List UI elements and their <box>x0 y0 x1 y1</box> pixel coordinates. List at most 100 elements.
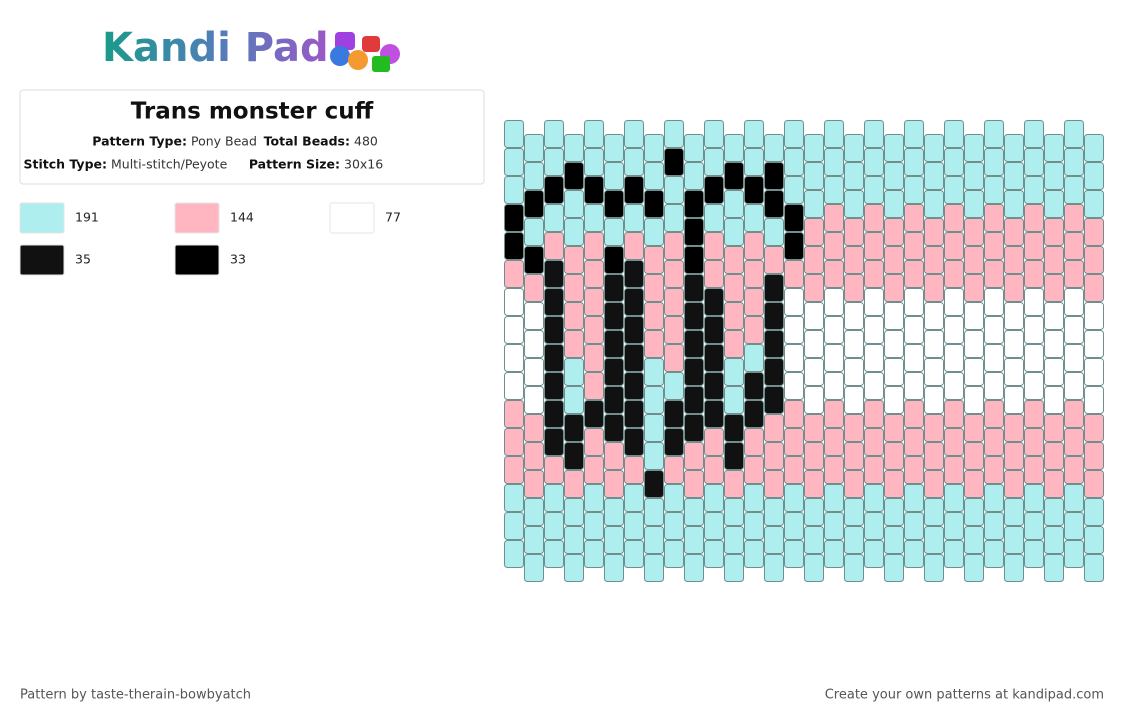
bead <box>844 134 864 162</box>
bead <box>944 484 964 512</box>
bead <box>884 218 904 246</box>
bead <box>1064 316 1084 344</box>
bead <box>844 218 864 246</box>
bead <box>584 288 604 316</box>
bead <box>844 442 864 470</box>
bead <box>704 148 724 176</box>
bead <box>764 134 784 162</box>
bead <box>864 456 884 484</box>
bead <box>644 246 664 274</box>
bead <box>804 218 824 246</box>
bead <box>924 526 944 554</box>
bead <box>884 470 904 498</box>
bead <box>844 526 864 554</box>
color-count: 191 <box>75 210 99 225</box>
bead <box>584 232 604 260</box>
bead <box>624 120 644 148</box>
bead <box>924 190 944 218</box>
color-swatch <box>19 202 65 234</box>
bead <box>904 512 924 540</box>
bead <box>704 428 724 456</box>
bead <box>604 554 624 582</box>
bead <box>824 344 844 372</box>
bead <box>884 330 904 358</box>
bead <box>524 246 544 274</box>
bead <box>984 148 1004 176</box>
bead <box>864 484 884 512</box>
bead <box>864 512 884 540</box>
bead <box>764 498 784 526</box>
bead <box>1004 330 1024 358</box>
bead <box>904 540 924 568</box>
bead <box>1064 232 1084 260</box>
bead <box>544 232 564 260</box>
bead <box>944 204 964 232</box>
bead <box>824 288 844 316</box>
bead <box>644 414 664 442</box>
bead <box>884 498 904 526</box>
bead <box>884 414 904 442</box>
bead <box>744 372 764 400</box>
bead <box>784 456 804 484</box>
bead <box>1064 540 1084 568</box>
bead <box>784 260 804 288</box>
bead <box>824 260 844 288</box>
bead <box>884 554 904 582</box>
bead <box>704 232 724 260</box>
bead <box>884 442 904 470</box>
bead <box>904 372 924 400</box>
bead <box>544 456 564 484</box>
bead <box>704 540 724 568</box>
bead <box>784 540 804 568</box>
bead <box>804 190 824 218</box>
bead <box>704 484 724 512</box>
bead <box>644 162 664 190</box>
bead <box>784 176 804 204</box>
bead <box>564 554 584 582</box>
bead <box>1064 344 1084 372</box>
bead <box>564 358 584 386</box>
bead <box>964 302 984 330</box>
bead <box>1004 386 1024 414</box>
bead <box>524 134 544 162</box>
logo[interactable]: Kandi Pad <box>102 25 329 71</box>
bead <box>644 302 664 330</box>
bead <box>804 246 824 274</box>
bead <box>1044 386 1064 414</box>
bead <box>584 344 604 372</box>
bead <box>1044 162 1064 190</box>
bead <box>544 316 564 344</box>
footer-credit: Pattern by taste-therain-bowbyatch <box>20 688 251 703</box>
bead <box>704 344 724 372</box>
bead <box>524 554 544 582</box>
bead <box>1084 218 1104 246</box>
bead <box>864 344 884 372</box>
bead <box>744 428 764 456</box>
bead <box>784 400 804 428</box>
bead <box>904 260 924 288</box>
color-swatch <box>174 202 220 234</box>
bead <box>824 428 844 456</box>
bead <box>944 372 964 400</box>
bead <box>964 190 984 218</box>
bead <box>1044 330 1064 358</box>
bead <box>824 176 844 204</box>
bead <box>504 484 524 512</box>
bead <box>1084 414 1104 442</box>
bead <box>804 330 824 358</box>
pattern-title: Trans monster cuff <box>131 99 374 125</box>
field-label: Stitch Type: <box>23 157 107 172</box>
bead <box>944 512 964 540</box>
bead <box>1044 414 1064 442</box>
bead <box>804 358 824 386</box>
bead <box>884 246 904 274</box>
bead <box>764 414 784 442</box>
bead <box>504 372 524 400</box>
bead <box>604 442 624 470</box>
bead <box>904 176 924 204</box>
bead <box>504 400 524 428</box>
bead <box>704 176 724 204</box>
bead <box>1044 218 1064 246</box>
bead <box>764 162 784 190</box>
bead <box>684 190 704 218</box>
